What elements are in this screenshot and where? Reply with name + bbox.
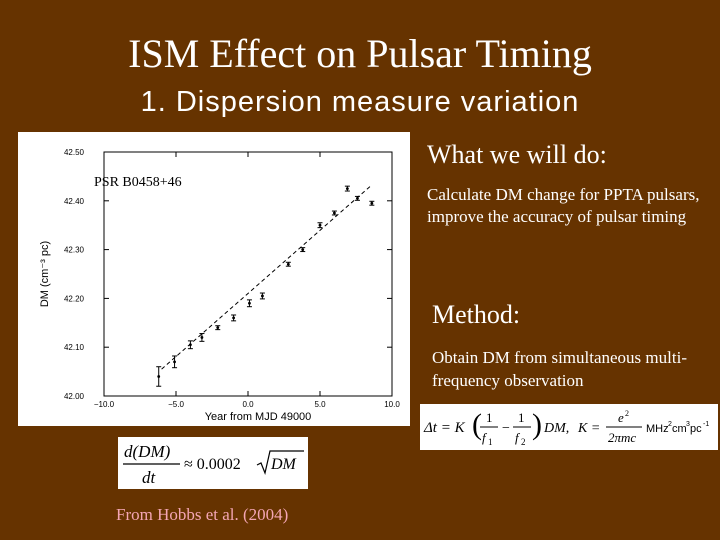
delay-units-exp1: 2 [668, 421, 672, 428]
sqrt-sign [256, 450, 304, 476]
y-axis-label: DM (cm⁻³ pc) [39, 241, 51, 307]
fit-line [161, 185, 371, 370]
rate-denominator: dt [142, 468, 157, 487]
y-tick-label: 42.00 [64, 392, 85, 401]
rate-numerator: d(DM) [124, 442, 171, 461]
y-tick-label: 42.20 [64, 294, 85, 303]
x-tick-label: −5.0 [168, 400, 184, 409]
method-body: Obtain DM from simultaneous multi-freque… [432, 348, 687, 390]
x-tick-label: 5.0 [314, 400, 326, 409]
data-point [157, 375, 161, 378]
chart-svg: −10.0 −5.0 0.0 5.0 10.0 42.00 42.10 42.20 42.30 4… [39, 148, 400, 423]
data-point [356, 196, 359, 200]
delay-minus: − [502, 421, 510, 436]
delay-lhs: Δt = K [423, 420, 466, 436]
y-tick-label: 42.30 [64, 246, 85, 255]
slide-subtitle: 1. Dispersion measure variation [140, 86, 580, 118]
delay-units-tail2: pc [690, 423, 702, 435]
rate-sqrt-arg: DM [270, 456, 298, 473]
dispersion-delay-formula-svg: Δt = K ( 1 f 1 − 1 f 2 ) DM, K = e 2 2πm… [423, 408, 709, 447]
citation: From Hobbs et al. (2004) [116, 505, 289, 524]
delay-k-num-exp: 2 [625, 409, 629, 418]
data-point [189, 343, 192, 347]
x-tick-label: 10.0 [384, 400, 400, 409]
x-axis-label: Year from MJD 49000 [205, 411, 312, 423]
data-point [232, 316, 236, 320]
delay-open-paren: ( [472, 408, 482, 441]
data-point [370, 201, 374, 205]
y-tick-label: 42.50 [64, 148, 85, 157]
delay-frac1-num: 1 [486, 410, 493, 425]
delay-dm: DM, [543, 421, 569, 436]
delay-frac2-den: f [515, 430, 521, 445]
x-tick-label: −10.0 [94, 400, 115, 409]
delay-frac2-sub: 2 [521, 437, 526, 447]
what-we-will-do-heading: What we will do: [427, 140, 607, 169]
data-point [173, 360, 176, 364]
data-point [248, 301, 251, 305]
delay-frac2-num: 1 [518, 410, 525, 425]
method-heading: Method: [432, 300, 521, 329]
y-tick-label: 42.10 [64, 343, 85, 352]
delay-k-num: e [618, 410, 624, 425]
delay-units-exp2: 3 [686, 421, 690, 428]
y-tick-label: 42.40 [64, 197, 85, 206]
dispersion-delay-formula: Δt = K ( 1 f 1 − 1 f 2 ) DM, K = e 2 2πm… [420, 404, 718, 450]
dm-rate-formula: d(DM) dt ≈ 0.0002 DM [118, 437, 308, 489]
delay-units-tail: cm [672, 423, 687, 435]
data-point [333, 211, 336, 215]
dm-variation-chart: −10.0 −5.0 0.0 5.0 10.0 42.00 42.10 42.20 42.30 4… [18, 132, 410, 426]
chart-annotation: PSR B0458+46 [94, 175, 182, 190]
delay-k-den: 2πmc [608, 430, 636, 445]
data-point [345, 187, 349, 190]
delay-frac1-sub: 1 [488, 437, 493, 447]
delay-units-exp3: -1 [703, 421, 709, 428]
data-point [301, 248, 305, 251]
delay-k-eq: K = [577, 421, 600, 436]
data-point [216, 326, 220, 330]
x-tick-label: 0.0 [242, 400, 254, 409]
data-point [261, 294, 264, 298]
delay-units: MHz [646, 423, 669, 435]
what-we-will-do-body: Calculate DM change for PPTA pulsars, im… [427, 185, 700, 226]
rate-rhs: ≈ 0.0002 [184, 456, 241, 473]
slide-title: ISM Effect on Pulsar Timing [128, 31, 592, 76]
data-point [318, 223, 322, 227]
delay-close-paren: ) [532, 408, 542, 441]
dm-rate-formula-svg: d(DM) dt ≈ 0.0002 DM [123, 442, 304, 487]
data-point [200, 336, 204, 339]
delay-frac1-den: f [482, 430, 488, 445]
data-point [286, 262, 290, 266]
